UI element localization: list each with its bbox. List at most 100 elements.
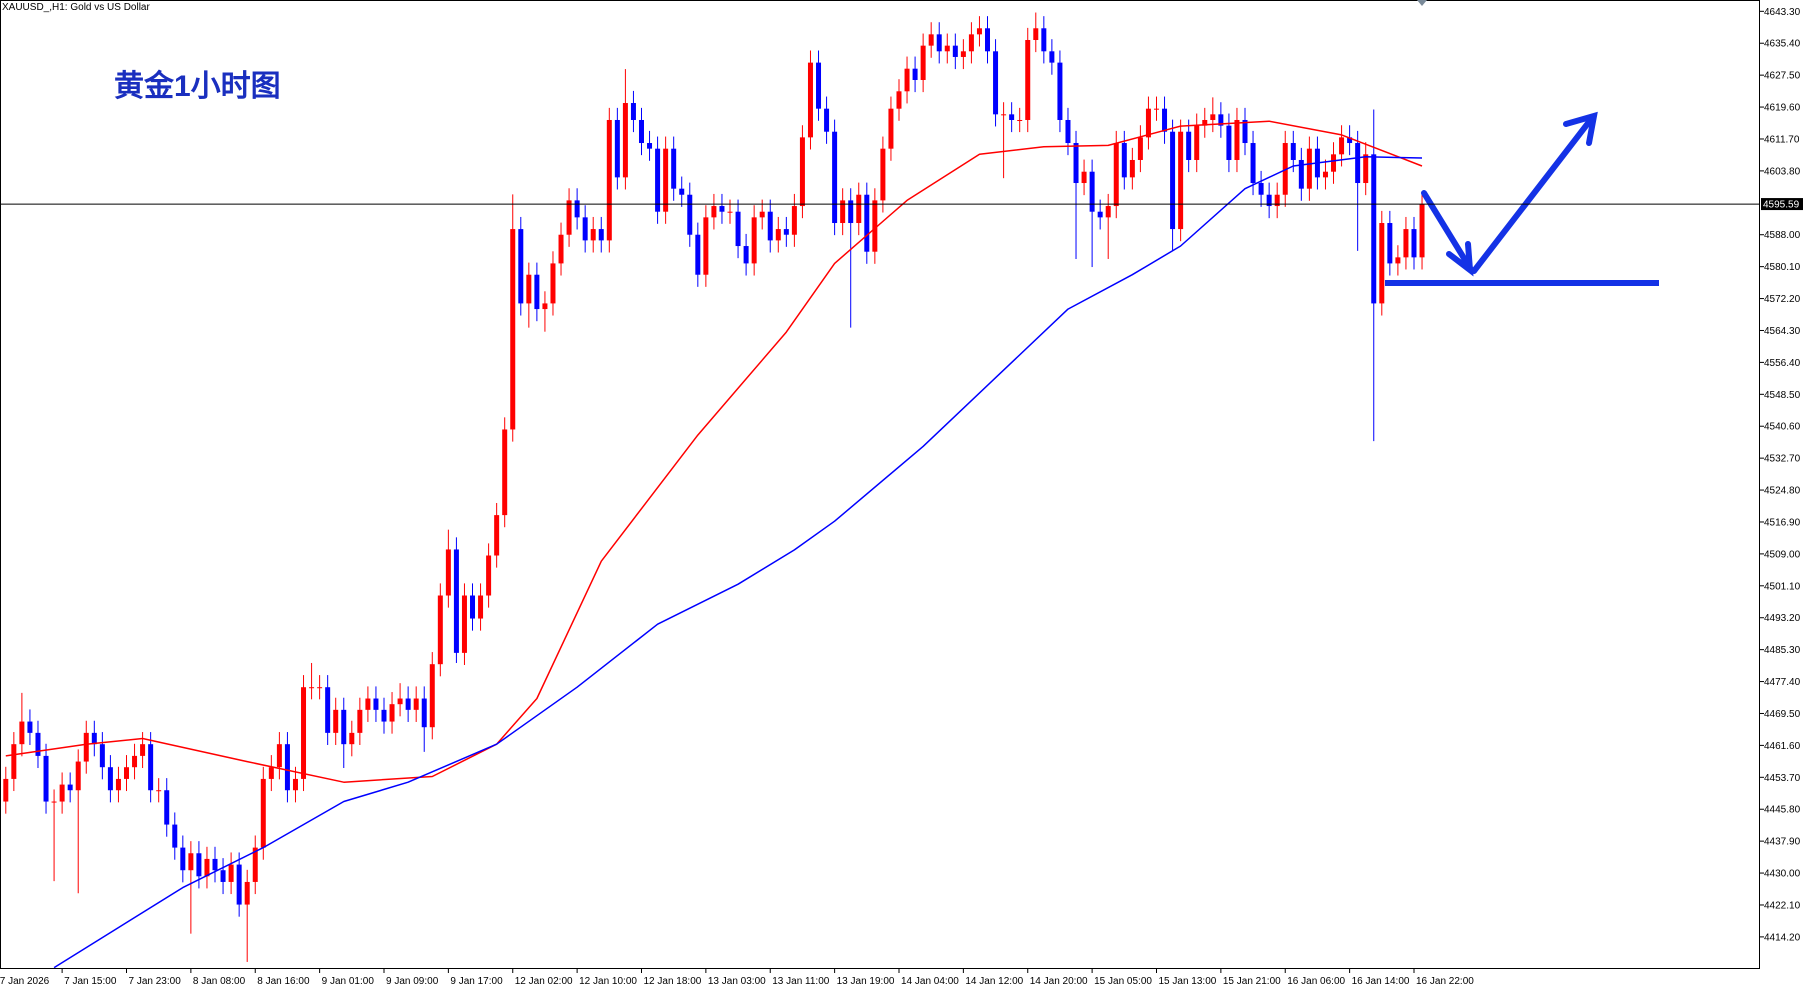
candle-body [759,211,765,218]
y-tick-label: 4477.40 [1764,677,1801,688]
candle-body [357,709,363,733]
candle-body [1178,131,1184,230]
x-tick-label: 13 Jan 19:00 [837,976,895,987]
x-tick-label: 16 Jan 22:00 [1416,976,1474,987]
x-tick-label: 13 Jan 11:00 [772,976,830,987]
x-tick-label: 9 Jan 17:00 [450,976,503,987]
candle-body [888,108,894,149]
candle-body [864,194,870,252]
y-tick-label: 4603.80 [1764,166,1801,177]
candle-body [582,217,588,241]
candle-body [1049,51,1055,63]
x-tick-label: 14 Jan 20:00 [1030,976,1088,987]
candle-body [590,229,596,241]
x-tick-label: 9 Jan 01:00 [322,976,375,987]
y-tick-label: 4532.70 [1764,454,1801,465]
y-tick-label: 4414.20 [1764,932,1801,943]
candle-body [832,131,838,224]
candle-body [99,744,105,768]
candle-body [405,698,411,710]
candle-body [622,103,628,178]
candle-body [791,206,797,235]
candle-body [59,784,65,802]
y-tick-label: 4501.10 [1764,581,1801,592]
y-tick-label: 4580.10 [1764,262,1801,273]
x-tick-label: 7 Jan 2026 [0,976,50,987]
candle-body [292,778,298,791]
candle-body [856,194,862,224]
y-tick-label: 4572.20 [1764,294,1801,305]
candle-body [526,274,532,304]
candle-body [1001,114,1007,116]
candle-body [478,595,484,619]
y-tick-label: 4540.60 [1764,422,1801,433]
candle-body [1339,137,1345,155]
candle-body [904,68,910,92]
candle-body [381,709,387,722]
candle-body [276,744,282,768]
x-tick-label: 12 Jan 18:00 [643,976,701,987]
candle-body [968,34,974,52]
candle-body [574,200,580,218]
candle-body [719,206,725,212]
x-tick-label: 9 Jan 09:00 [386,976,439,987]
candle-body [341,709,347,745]
y-tick-label: 4619.60 [1764,103,1801,114]
candle-body [365,698,371,710]
candle-body [1145,108,1151,138]
x-tick-label: 14 Jan 12:00 [965,976,1023,987]
candle-body [1081,171,1087,184]
x-tick-label: 16 Jan 06:00 [1287,976,1345,987]
candle-body [566,200,572,235]
candle-body [301,687,307,779]
candle-body [91,732,97,745]
candle-body [325,687,331,733]
candle-body [952,45,958,57]
candle-body [558,234,564,264]
candle-body [196,853,202,877]
candle-body [1395,257,1401,264]
candle-body [1073,143,1079,184]
y-tick-label: 4493.20 [1764,613,1801,624]
candle-body [606,119,612,241]
candle-body [872,200,878,252]
candle-body [542,303,548,310]
candle-body [735,211,741,247]
candle-body [807,62,813,138]
candle-body [421,698,427,728]
down-arrow [1421,190,1473,271]
candle-body [944,45,950,52]
candle-body [397,698,403,705]
candle-body [703,217,709,275]
candle-body [936,34,942,52]
annotation-title: 黄金1小时图 [114,69,281,103]
x-tick-label: 14 Jan 04:00 [901,976,959,987]
candle-body [976,28,982,35]
candle-body [204,858,210,877]
y-tick-label: 4588.00 [1764,230,1801,241]
candle-body [494,515,500,556]
candle-body [1290,143,1296,160]
y-tick-label: 4445.80 [1764,805,1801,816]
y-tick-label: 4422.10 [1764,900,1801,911]
candle-body [148,744,154,791]
shift-marker [1417,0,1427,6]
candle-body [775,229,781,241]
candle-body [928,34,934,46]
plot-frame [0,0,1760,969]
candle-body [534,274,540,310]
candle-body [180,847,186,871]
candle-body [317,687,323,689]
candle-body [1331,154,1337,172]
candle-body [1258,183,1264,195]
candle-body [164,790,170,825]
candle-body [655,148,661,212]
y-tick-label: 4643.30 [1764,7,1801,18]
candle-body [743,246,749,264]
candle-body [1234,119,1240,160]
candle-body [1379,223,1385,304]
candle-body [1033,28,1039,40]
candle-body [35,732,41,756]
x-tick-label: 12 Jan 10:00 [579,976,637,987]
